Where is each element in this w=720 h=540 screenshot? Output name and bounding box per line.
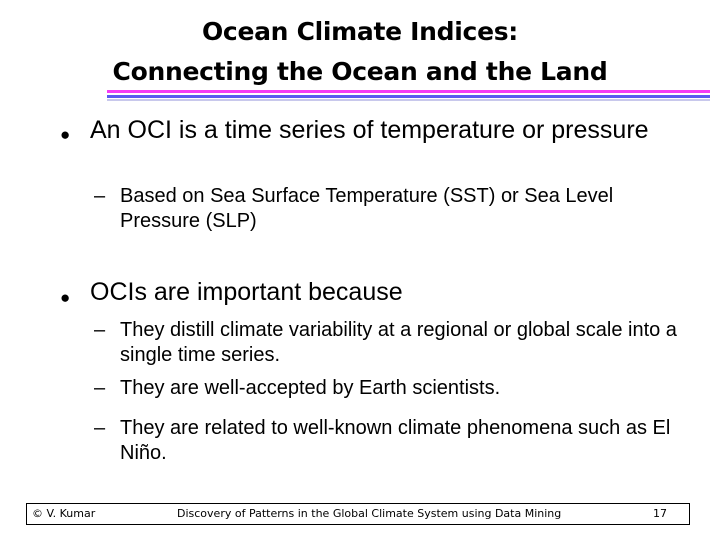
dash-icon: – bbox=[94, 417, 106, 439]
title-line-1: Ocean Climate Indices: bbox=[201, 17, 519, 46]
title-underline-blue bbox=[107, 95, 710, 98]
title-underline-magenta bbox=[107, 90, 710, 93]
bullet-2-sub-3: They are related to well-known climate p… bbox=[120, 417, 671, 464]
bullet-1-sub-1: Based on Sea Surface Temperature (SST) o… bbox=[120, 185, 614, 232]
bullet-2-sub-1: They distill climate variability at a re… bbox=[120, 319, 677, 366]
slide-footer: © V. Kumar Discovery of Patterns in the … bbox=[26, 503, 690, 525]
footer-title: Discovery of Patterns in the Global Clim… bbox=[177, 507, 562, 520]
bullet-2-text: OCIs are important because bbox=[90, 278, 403, 306]
footer-copyright: © V. Kumar bbox=[32, 507, 96, 520]
dash-icon: – bbox=[94, 319, 106, 341]
dash-icon: – bbox=[94, 377, 106, 399]
title-underline-light bbox=[107, 99, 710, 101]
bullet-dot-icon: ● bbox=[60, 288, 71, 307]
bullet-dot-icon: ● bbox=[60, 125, 71, 144]
bullet-2-sub-2: They are well-accepted by Earth scientis… bbox=[120, 377, 501, 399]
dash-icon: – bbox=[94, 185, 106, 207]
title-line-2: Connecting the Ocean and the Land bbox=[112, 57, 608, 86]
bullet-1-text: An OCI is a time series of temperature o… bbox=[90, 116, 649, 144]
footer-page-number: 17 bbox=[653, 507, 667, 520]
slide-title: Ocean Climate Indices: Connecting the Oc… bbox=[0, 12, 720, 92]
